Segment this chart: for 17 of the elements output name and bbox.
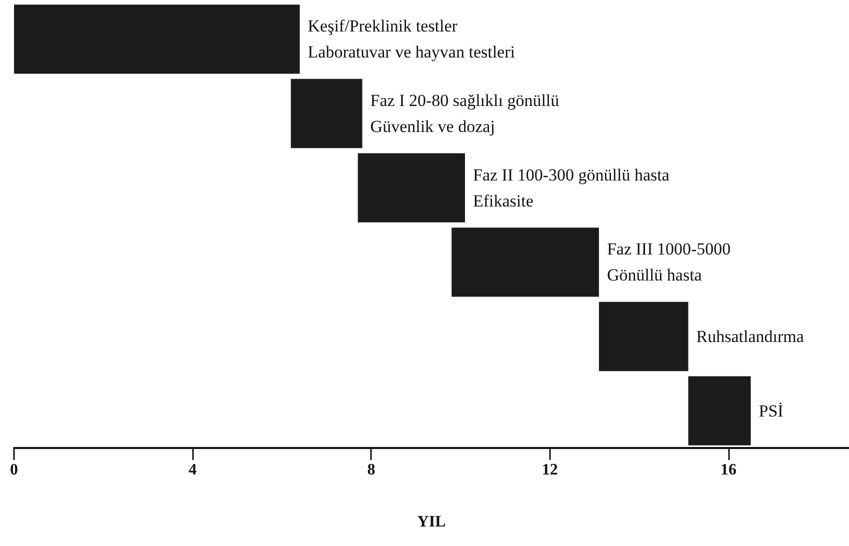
x-tick-label: 16 — [720, 462, 736, 478]
bar — [290, 78, 362, 148]
x-tick-label: 4 — [188, 462, 197, 478]
bar — [14, 4, 300, 74]
y-tick-label: Ruhsatlandırma — [696, 327, 804, 346]
x-tick-label: 8 — [367, 462, 376, 478]
bar — [598, 302, 688, 372]
x-tick-label: 0 — [10, 462, 18, 478]
y-tick-label: PSİ — [758, 401, 784, 420]
bar — [358, 153, 465, 222]
y-tick-label: Faz III 1000-5000 Gönüllü hasta — [606, 240, 731, 285]
y-tick-label: Keşif/Preklinik testler Laboratuvar ve hayvan testleri — [308, 16, 516, 62]
x-axis-title: YIL — [417, 514, 446, 530]
x-tick-label: 12 — [542, 462, 558, 478]
y-tick-label: Faz I 20-80 sağlıklı gönüllü Güvenlik ve dozaj — [370, 91, 560, 136]
y-tick-label: Faz II 100-300 gönüllü hasta Efikasite — [472, 165, 670, 210]
bar — [452, 228, 599, 297]
